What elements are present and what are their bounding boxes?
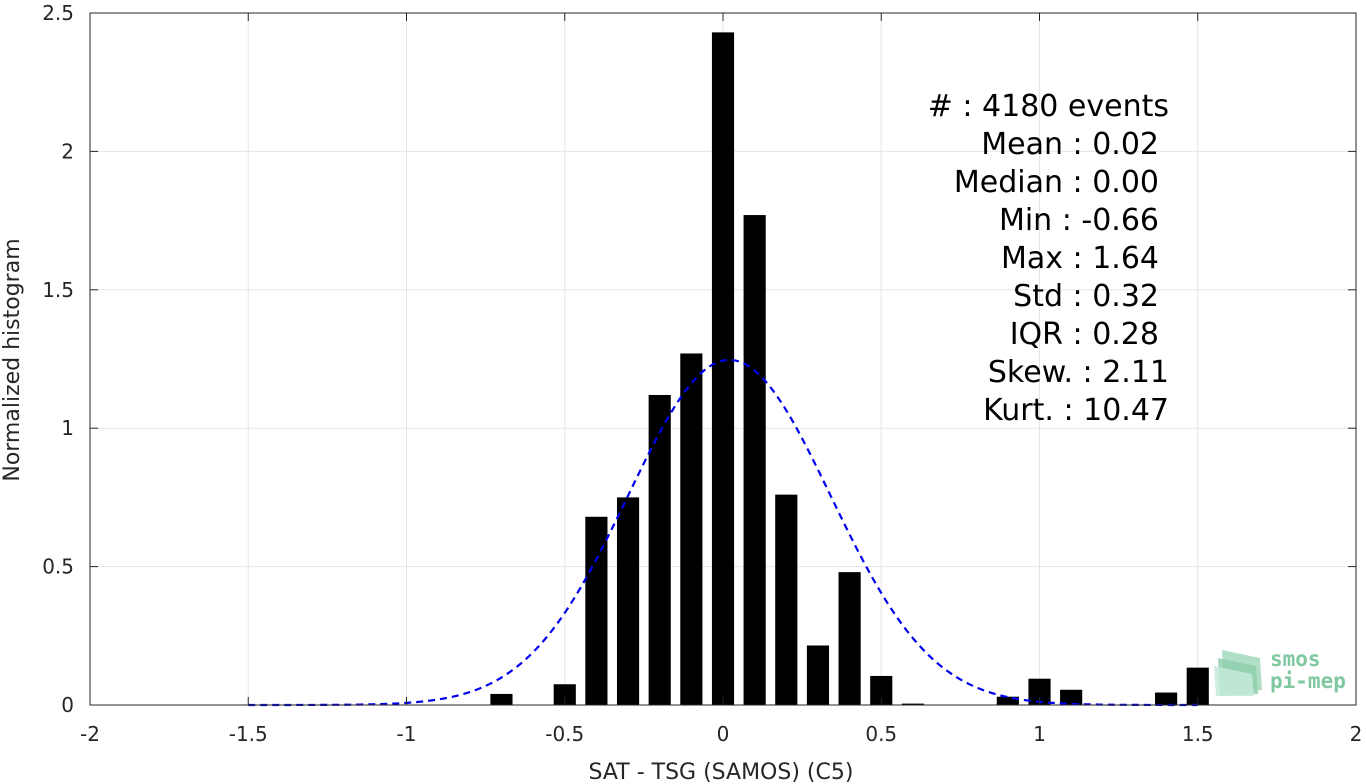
histogram-bar xyxy=(996,696,1019,705)
histogram-bar xyxy=(743,215,766,705)
histogram-bar xyxy=(490,693,513,705)
x-tick-label: -1.5 xyxy=(229,722,268,746)
stat-line: Median : 0.00 xyxy=(954,165,1159,200)
y-tick-label: 2.5 xyxy=(42,1,74,25)
smos-pimep-logo: smos pi-mep xyxy=(1214,647,1346,696)
histogram-bar xyxy=(711,32,735,706)
logo-text-line1: smos xyxy=(1270,647,1321,671)
stat-line: Std : 0.32 xyxy=(1013,279,1159,314)
y-tick-label: 2 xyxy=(61,139,74,163)
histogram-bar xyxy=(870,675,893,705)
x-tick-label: 1 xyxy=(1033,722,1046,746)
x-tick-label: 1.5 xyxy=(1182,722,1214,746)
y-tick-labels: 0 0.5 1 1.5 2 2.5 xyxy=(42,1,74,717)
x-tick-labels: -2 -1.5 -1 -0.5 0 0.5 1 1.5 2 xyxy=(80,722,1362,746)
stat-line: Max : 1.64 xyxy=(1001,241,1159,276)
histogram-bar xyxy=(553,684,576,705)
stat-line: Min : -0.66 xyxy=(999,203,1159,238)
histogram-bar xyxy=(616,497,640,705)
histogram-bar xyxy=(806,645,830,705)
stat-line: Kurt. : 10.47 xyxy=(983,393,1169,428)
histogram-bar xyxy=(1155,692,1178,705)
histogram-bar xyxy=(901,703,924,705)
x-tick-label: -2 xyxy=(80,722,100,746)
stat-line: IQR : 0.28 xyxy=(1010,317,1159,352)
logo-text-line2: pi-mep xyxy=(1270,669,1346,693)
y-tick-label: 0 xyxy=(61,693,74,717)
x-tick-label: -1 xyxy=(397,722,417,746)
histogram-bar xyxy=(648,394,671,705)
histogram-bar xyxy=(775,494,798,705)
stat-line: Mean : 0.02 xyxy=(981,127,1159,162)
axes xyxy=(89,12,1357,706)
y-axis-title: Normalized histogram xyxy=(0,238,25,481)
x-tick-label: 2 xyxy=(1350,722,1363,746)
stat-line: # : 4180 events xyxy=(928,89,1169,124)
histogram-bar xyxy=(680,353,703,705)
y-tick-label: 1 xyxy=(61,416,74,440)
histogram-bar xyxy=(838,572,861,705)
y-tick-label: 0.5 xyxy=(42,555,74,579)
x-axis-title: SAT - TSG (SAMOS) (C5) xyxy=(589,760,854,784)
histogram-bar xyxy=(1186,667,1209,705)
y-tick-label: 1.5 xyxy=(42,278,74,302)
histogram-bar xyxy=(1060,689,1083,705)
histogram-bar xyxy=(585,516,608,705)
histogram-bars xyxy=(490,32,1209,706)
x-tick-label: -0.5 xyxy=(545,722,584,746)
logo-mark-icon xyxy=(1214,650,1262,696)
stat-line: Skew. : 2.11 xyxy=(988,355,1169,390)
x-tick-label: 0.5 xyxy=(865,722,897,746)
histogram-bar xyxy=(1028,678,1051,705)
x-tick-label: 0 xyxy=(717,722,730,746)
